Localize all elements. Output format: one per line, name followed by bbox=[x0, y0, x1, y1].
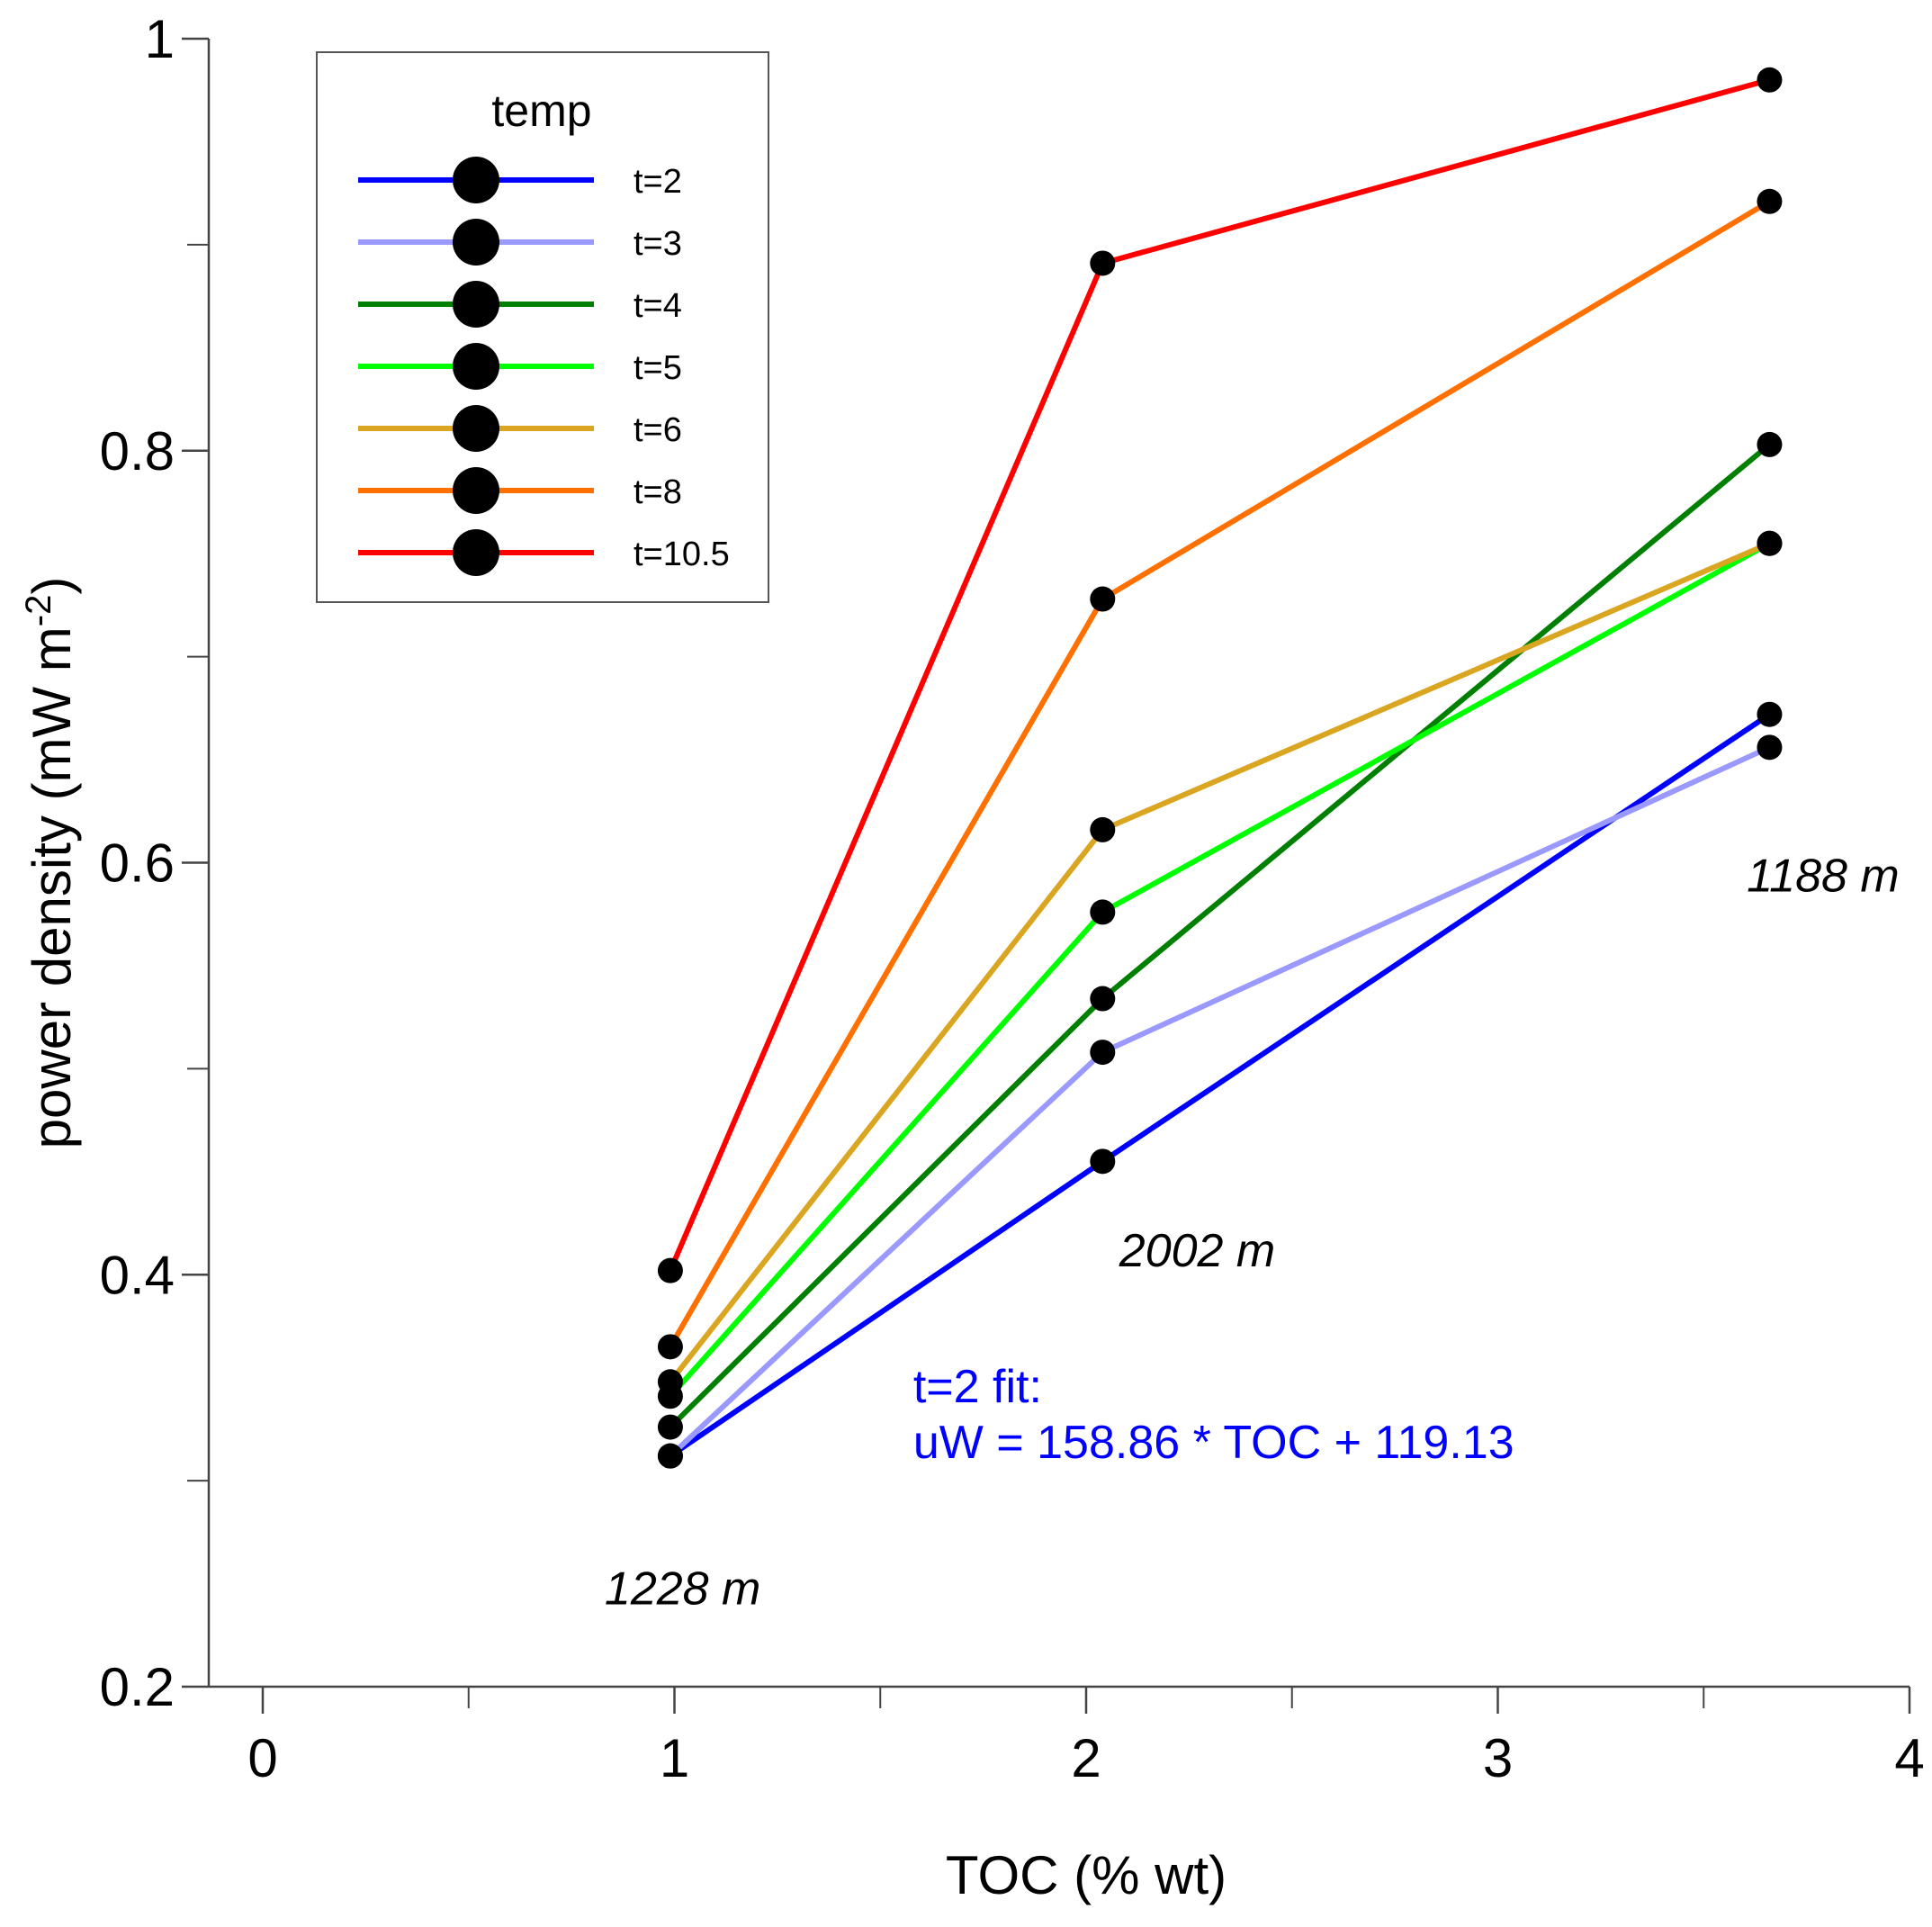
annotations: 1228 m 2002 m 1188 m t=2 fit:uW = 158.86 * … bbox=[605, 851, 1900, 1616]
x-tick-label: 0 bbox=[247, 1728, 277, 1788]
y-axis-title-main: power density (mW m bbox=[22, 626, 82, 1148]
data-point-t=6 bbox=[1757, 530, 1783, 556]
x-tick-label: 4 bbox=[1894, 1728, 1924, 1788]
depth-annotation: 1228 m bbox=[605, 1562, 760, 1615]
fit-annotation-line2: uW = 158.86 * TOC + 119.13 bbox=[913, 1417, 1514, 1469]
legend: temp t=2 t=3 t=4 t=5 t=6 t=8 t=10.5 bbox=[316, 51, 769, 603]
data-point-t=10.5 bbox=[1090, 250, 1116, 276]
data-point-t=10.5 bbox=[657, 1257, 683, 1283]
data-point-t=4 bbox=[657, 1414, 683, 1440]
y-tick-label: 0.4 bbox=[100, 1245, 175, 1305]
data-point-t=8 bbox=[1090, 586, 1116, 612]
legend-label-t=3: t=3 bbox=[634, 225, 682, 263]
legend-swatch-marker-t=3 bbox=[453, 219, 499, 266]
data-point-t=3 bbox=[1757, 734, 1783, 761]
data-point-t=4 bbox=[1757, 431, 1783, 457]
legend-swatch-marker-t=4 bbox=[453, 281, 499, 328]
data-point-t=3 bbox=[657, 1443, 683, 1469]
y-tick-label: 0.2 bbox=[100, 1657, 175, 1717]
data-point-t=8 bbox=[1757, 188, 1783, 214]
series-line-t=10.5 bbox=[667, 77, 1773, 1274]
x-tick-label: 3 bbox=[1483, 1728, 1513, 1788]
depth-annotation: 1188 m bbox=[1747, 851, 1900, 903]
y-axis-title-close: ) bbox=[22, 577, 82, 595]
x-axis-title: TOC (% wt) bbox=[946, 1845, 1227, 1905]
depth-annotation: 2002 m bbox=[1119, 1225, 1275, 1277]
y-tick-label: 0.6 bbox=[100, 833, 175, 894]
y-tick-label: 0.8 bbox=[100, 421, 175, 482]
fit-annotation-line1: t=2 fit: bbox=[913, 1361, 1042, 1413]
series-line-t=3 bbox=[667, 744, 1773, 1459]
data-point-t=6 bbox=[1090, 816, 1116, 842]
legend-label-t=2: t=2 bbox=[634, 163, 682, 201]
data-point-t=4 bbox=[1090, 986, 1116, 1012]
data-point-t=6 bbox=[657, 1369, 683, 1395]
data-point-t=2 bbox=[1757, 701, 1783, 727]
legend-swatch-marker-t=6 bbox=[453, 405, 499, 452]
legend-swatch-marker-t=2 bbox=[453, 157, 499, 203]
legend-label-t=8: t=8 bbox=[634, 473, 682, 511]
axes: 0 1 2 3 4 0.2 0.4 0.6 0.8 1 TOC (% wt) power densit… bbox=[19, 9, 1925, 1905]
data-point-t=5 bbox=[1090, 899, 1116, 925]
legend-title: temp bbox=[491, 86, 591, 136]
series-line-t=4 bbox=[667, 441, 1773, 1430]
series-layer bbox=[657, 67, 1783, 1469]
data-point-t=3 bbox=[1090, 1040, 1116, 1066]
legend-label-t=6: t=6 bbox=[634, 411, 682, 449]
legend-label-t=10.5: t=10.5 bbox=[634, 536, 730, 573]
x-tick-label: 1 bbox=[660, 1728, 689, 1788]
legend-swatch-marker-t=10.5 bbox=[453, 529, 499, 576]
data-point-t=10.5 bbox=[1757, 67, 1783, 93]
legend-swatch-marker-t=5 bbox=[453, 343, 499, 390]
data-point-t=2 bbox=[1090, 1148, 1116, 1175]
y-axis-title: power density (mW m-2) bbox=[19, 577, 82, 1149]
legend-swatch-marker-t=8 bbox=[453, 467, 499, 514]
y-axis-title-sup: -2 bbox=[19, 595, 58, 627]
legend-label-t=4: t=4 bbox=[634, 287, 682, 325]
legend-label-t=5: t=5 bbox=[634, 349, 682, 387]
x-tick-label: 2 bbox=[1071, 1728, 1101, 1788]
y-tick-label: 1 bbox=[145, 9, 175, 69]
legend-box bbox=[316, 51, 769, 603]
data-point-t=8 bbox=[657, 1334, 683, 1360]
